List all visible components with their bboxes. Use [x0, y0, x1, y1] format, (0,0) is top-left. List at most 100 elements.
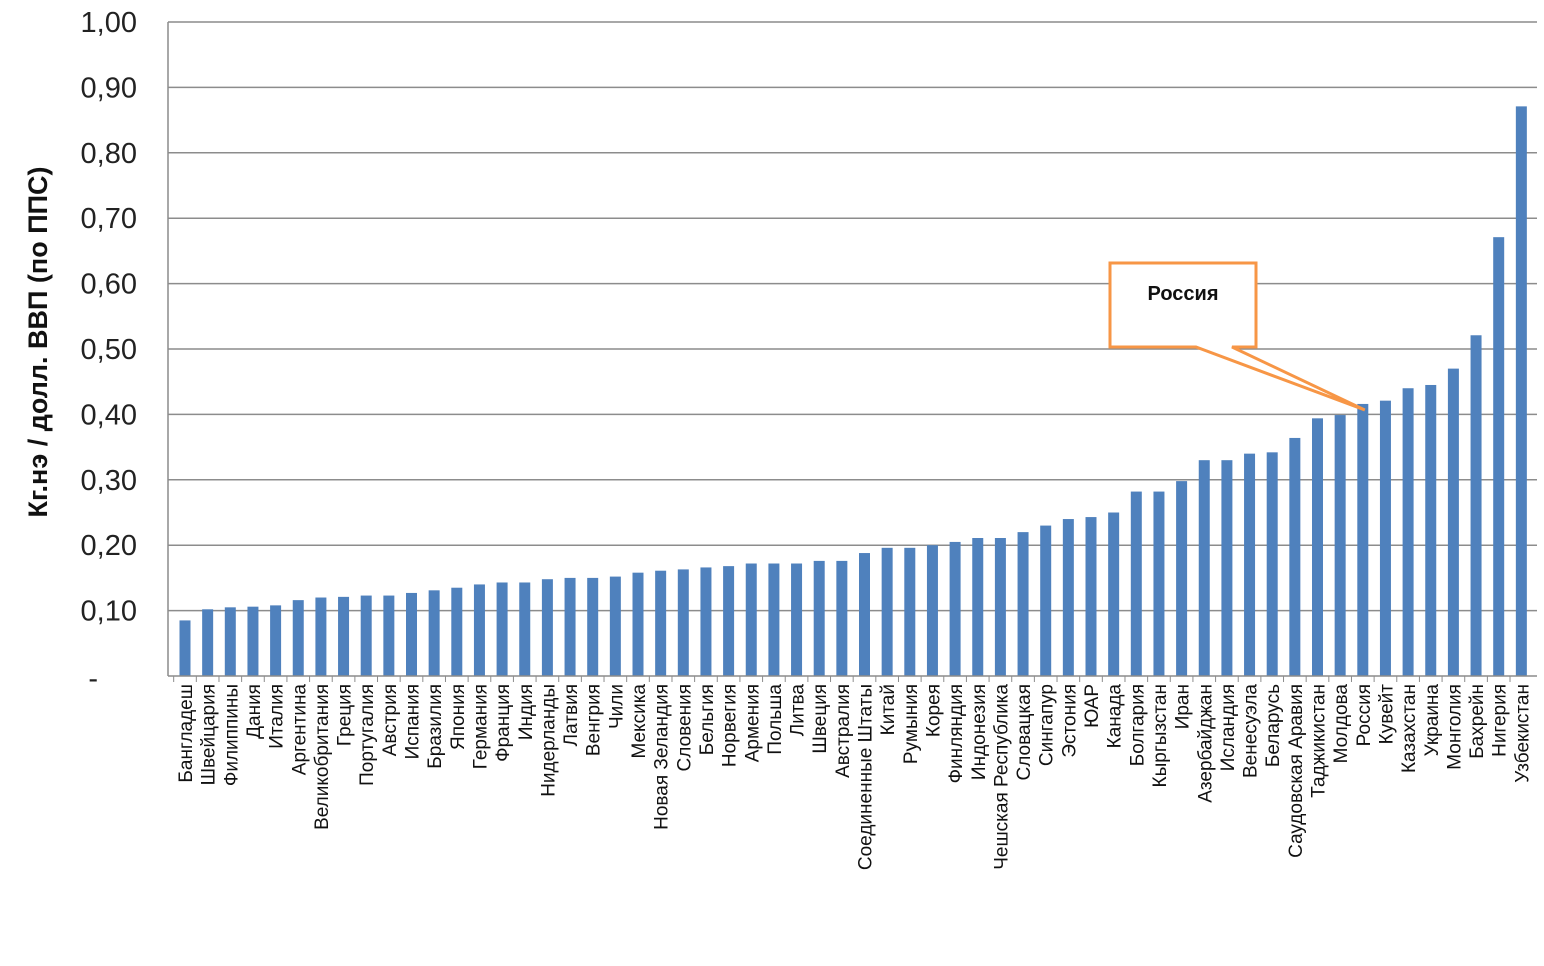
- x-category-label: Бельгия: [697, 684, 718, 755]
- x-category-label: Кувейт: [1376, 684, 1397, 745]
- russia-callout: Россия: [1108, 261, 1366, 412]
- x-category-label: Индонезия: [969, 684, 990, 780]
- bar: [836, 560, 848, 676]
- bar: [564, 577, 576, 676]
- bar: [406, 592, 417, 676]
- x-category-label: Нигерия: [1490, 684, 1511, 757]
- x-category-label: Литва: [788, 684, 809, 737]
- x-category-label: Греция: [335, 684, 356, 746]
- x-category-label: Украина: [1422, 684, 1443, 757]
- callout-label: Россия: [1147, 283, 1218, 305]
- bar: [428, 590, 440, 676]
- bar: [1470, 335, 1482, 676]
- bar: [315, 597, 327, 676]
- bar: [768, 563, 780, 676]
- x-category-label: Соединенные Штаты: [856, 684, 877, 870]
- bar: [1085, 517, 1097, 676]
- x-category-label: Швеция: [810, 684, 831, 754]
- x-category-label: Узбекистан: [1512, 684, 1533, 783]
- x-category-label: Австралия: [833, 684, 854, 778]
- bar: [723, 566, 735, 676]
- bar: [1493, 237, 1505, 676]
- x-category-label: Франция: [493, 684, 514, 762]
- x-category-label: Эстония: [1059, 684, 1080, 758]
- x-category-label: Румыния: [901, 684, 922, 764]
- y-tick-label: 0,40: [81, 399, 137, 431]
- x-category-label: Азербайджан: [1195, 684, 1216, 803]
- bar: [451, 587, 463, 676]
- x-category-label: Армения: [742, 684, 763, 762]
- x-category-label: Беларусь: [1263, 684, 1284, 767]
- bar: [1221, 460, 1233, 676]
- x-category-label: Китай: [878, 684, 899, 735]
- x-category-label: Испания: [403, 684, 424, 759]
- callout-box: [1108, 261, 1366, 412]
- bar: [496, 582, 508, 676]
- bar: [179, 620, 191, 676]
- bar: [632, 572, 644, 676]
- bar: [1402, 388, 1414, 676]
- bar: [1040, 525, 1052, 676]
- x-category-label: Чешская Республика: [991, 684, 1012, 870]
- x-category-label: Филиппины: [221, 684, 242, 786]
- y-tick-label: 0,80: [81, 138, 137, 170]
- x-axis-category-labels: Бангладеш Швейцария Филиппины Дания Италия Ар…: [176, 684, 1533, 871]
- x-category-label: Венгрия: [584, 684, 605, 756]
- bar: [791, 563, 803, 676]
- x-category-label: Венесуэла: [1241, 684, 1262, 778]
- x-category-label: Иран: [1173, 684, 1194, 729]
- x-category-label: Канада: [1105, 684, 1126, 749]
- bar: [1425, 384, 1437, 676]
- bar: [994, 538, 1006, 676]
- x-category-label: Исландия: [1218, 684, 1239, 771]
- bar: [1289, 437, 1301, 676]
- x-category-label: Словацкая: [1014, 684, 1035, 781]
- bar: [1176, 481, 1188, 676]
- bar: [338, 596, 350, 676]
- x-category-label: Польша: [765, 684, 786, 755]
- y-tick-label: 0,70: [81, 203, 137, 235]
- x-category-label: Россия: [1354, 684, 1375, 746]
- x-category-label: Австрия: [380, 684, 401, 756]
- y-tick-label: 0,20: [81, 530, 137, 562]
- x-category-label: Саудовская Аравия: [1286, 684, 1307, 858]
- bar: [609, 576, 621, 676]
- x-category-label: Аргентина: [289, 684, 310, 776]
- bars: [179, 106, 1527, 677]
- bar: [1334, 415, 1346, 676]
- bar: [1515, 106, 1527, 677]
- x-category-label: Бахрейн: [1467, 684, 1488, 759]
- bar: [813, 560, 825, 676]
- x-category-label: Великобритания: [312, 684, 333, 830]
- y-axis-title: Кг.нэ / долл. ВВП (по ППС): [23, 166, 53, 517]
- x-category-label: Кыргызстан: [1150, 684, 1171, 787]
- y-tick-label: 0,10: [81, 596, 137, 628]
- bar: [1130, 491, 1142, 676]
- y-tick-label: 0,60: [81, 269, 137, 301]
- x-category-label: Италия: [267, 684, 288, 749]
- bar: [541, 579, 553, 676]
- x-category-label: Монголия: [1444, 684, 1465, 770]
- bar: [1312, 418, 1323, 676]
- bar: [383, 595, 395, 676]
- bar: [1266, 452, 1278, 676]
- bar: [655, 570, 667, 676]
- x-category-label: Германия: [470, 684, 491, 769]
- bar: [519, 582, 531, 676]
- bar: [949, 541, 961, 676]
- bar: [224, 607, 236, 676]
- bar: [1447, 368, 1459, 676]
- bar: [292, 600, 304, 676]
- gridlines: [168, 21, 1537, 612]
- bar: [1062, 519, 1074, 676]
- y-axis-tick-labels: - 0,10 0,20 0,30 0,40 0,50 0,60 0,70 0,80 0,90 1,0…: [81, 7, 137, 695]
- x-category-label: Дания: [244, 684, 265, 739]
- bar: [700, 567, 712, 676]
- x-category-label: Норвегия: [720, 684, 741, 767]
- bar: [904, 547, 916, 676]
- x-category-label: Молдова: [1331, 684, 1352, 764]
- x-category-label: Япония: [448, 684, 469, 750]
- x-category-label: Финляндия: [946, 684, 967, 783]
- axes: [167, 22, 1537, 682]
- x-category-label: Словения: [674, 684, 695, 771]
